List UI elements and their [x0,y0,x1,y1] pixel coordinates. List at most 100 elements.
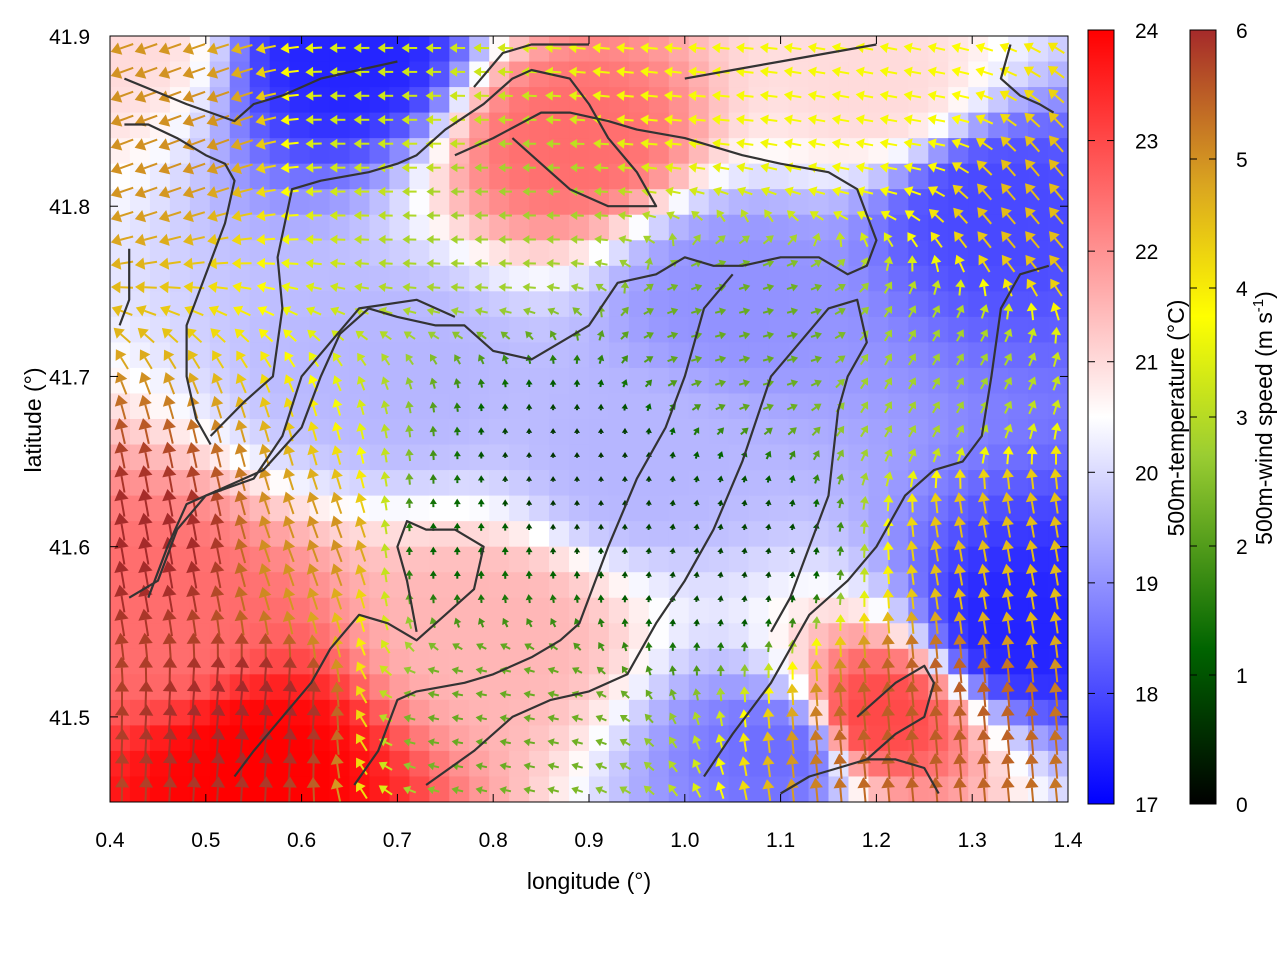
temperature-cell [988,163,1009,190]
temperature-cell [409,648,430,675]
temperature-cell [289,470,311,497]
wind-arrow [664,42,682,54]
temperature-cell [968,163,989,190]
temperature-cell [529,36,550,63]
temperature-cell [569,61,590,88]
temperature-cell [469,699,490,726]
wind-arrow [927,66,946,77]
temperature-cell [748,444,770,471]
wind-arrow [329,90,346,101]
temperature-cell [768,725,790,752]
temperature-cell [349,521,371,548]
temperature-cell [928,61,949,88]
temperature-cell [289,776,311,802]
temperature-cell [708,470,730,497]
temperature-cell [768,112,790,139]
temperature-cell [589,521,610,548]
temperature-cell [309,87,331,114]
temperature-cell [748,291,770,318]
temperature-cell [768,163,790,190]
temperature-cell [529,470,550,497]
temperature-cell [449,623,470,650]
temperature-cell [449,367,470,395]
temperature-cell [289,291,311,318]
wind-arrow [158,66,182,79]
temperature-cell [549,367,570,395]
temperature-cell [688,316,710,343]
temperature-cell [608,776,630,802]
temperature-cell [848,623,870,650]
temperature-cell [608,725,630,752]
temperature-cell [628,444,650,471]
temperature-cell [289,546,311,573]
temperature-cell [968,316,989,343]
temperature-cell [469,291,490,318]
wind-arrow [568,66,586,77]
temperature-cell [509,597,530,624]
temperature-cell [269,189,291,216]
temperature-cell [948,572,969,599]
wind-arrow [231,42,253,55]
temperature-cell [429,495,450,522]
temperature-cell [608,750,630,778]
temperature-cell [509,444,530,471]
temperature-cell [589,597,610,624]
wind-arrow [353,114,370,125]
temperature-cell [688,572,710,599]
temperature-cell [968,393,989,420]
temperature-cell [808,444,830,471]
temperature-cell [169,61,191,88]
temperature-cell [1008,725,1029,752]
temperature-cell [129,265,151,292]
wind-arrow [927,138,946,149]
temperature-cell [349,189,371,216]
temperature-cell [788,61,810,88]
temperature-cell [289,342,311,369]
temperature-cell [429,214,450,241]
temperature-cell [469,725,490,752]
temperature-cell [349,87,371,114]
temperature-cell [608,189,630,216]
temperature-cell [608,87,630,114]
temperature-cell [589,648,610,675]
temperature-cell [469,444,490,471]
temperature-cell [1048,419,1068,446]
wind-arrow [592,42,610,54]
temperature-cell [189,214,211,241]
wind-arrow [807,114,826,125]
temperature-cell [149,342,171,369]
temperature-cell [748,87,770,114]
temperature-cell [429,572,450,599]
temperature-cell [688,623,710,650]
temperature-cell [768,546,790,573]
temperature-cell [888,189,909,216]
temperature-cell [449,470,470,497]
temperature-cell [988,393,1009,420]
temperature-cell [389,597,410,624]
temperature-cell [229,291,251,318]
temperature-cell [489,470,510,497]
temperature-cell [389,265,410,292]
temperature-cell [249,419,271,446]
x-tick-label: 0.6 [287,829,316,852]
temperature-cell [1008,36,1029,63]
temperature-cell [529,419,550,446]
wind-arrow [377,114,394,125]
temperature-cell [529,163,550,190]
temperature-cell [888,597,909,624]
temperature-cell [329,240,351,267]
temperature-cell [768,470,790,497]
temperature-cell [748,61,770,88]
temperature-cell [628,674,650,701]
temperature-cell [868,623,889,650]
temperature-cell [988,521,1009,548]
temperature-cell [928,112,949,139]
temperature-cell [489,342,510,369]
wind-arrow [735,42,754,54]
temperature-cell [748,367,770,395]
temperature-cell [110,214,131,241]
temperature-cell [708,367,730,395]
temperature-cell [988,623,1009,650]
temperature-cell [189,36,211,63]
temperature-cell [668,495,690,522]
